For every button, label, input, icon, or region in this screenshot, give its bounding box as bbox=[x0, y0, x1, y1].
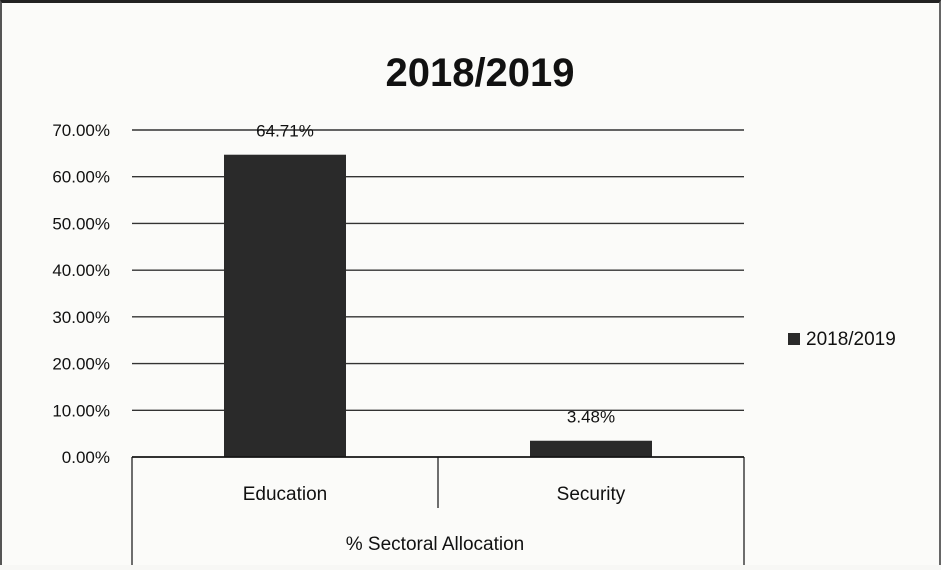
y-tick-label: 50.00% bbox=[52, 214, 110, 233]
gridlines bbox=[132, 129, 744, 458]
y-tick-label: 30.00% bbox=[52, 308, 110, 327]
y-tick-label: 70.00% bbox=[52, 121, 110, 140]
y-tick-label: 40.00% bbox=[52, 261, 110, 280]
legend: 2018/2019 bbox=[788, 329, 896, 350]
y-tick-label: 60.00% bbox=[52, 168, 110, 187]
category-label: Security bbox=[557, 484, 626, 505]
legend-swatch bbox=[788, 333, 800, 345]
x-axis: Education Security bbox=[131, 456, 745, 565]
bar-chart: 2018/2019 0.00% 10.00% 20.00% 30.00% 40.00% 5… bbox=[52, 51, 896, 565]
chart-title: 2018/2019 bbox=[385, 51, 574, 95]
y-tick-label: 20.00% bbox=[52, 355, 110, 374]
bars: 64.71% 3.48% bbox=[224, 122, 652, 457]
bar bbox=[530, 440, 652, 457]
y-axis-ticks: 0.00% 10.00% 20.00% 30.00% 40.00% 50.00% 60.00… bbox=[52, 121, 110, 467]
category-label: Education bbox=[243, 484, 328, 505]
y-tick-label: 0.00% bbox=[62, 448, 110, 467]
y-tick-label: 10.00% bbox=[52, 401, 110, 420]
data-label: 64.71% bbox=[256, 122, 314, 141]
data-label: 3.48% bbox=[567, 408, 615, 427]
legend-label: 2018/2019 bbox=[806, 329, 896, 350]
bar bbox=[224, 154, 346, 457]
x-axis-title: % Sectoral Allocation bbox=[346, 534, 525, 555]
